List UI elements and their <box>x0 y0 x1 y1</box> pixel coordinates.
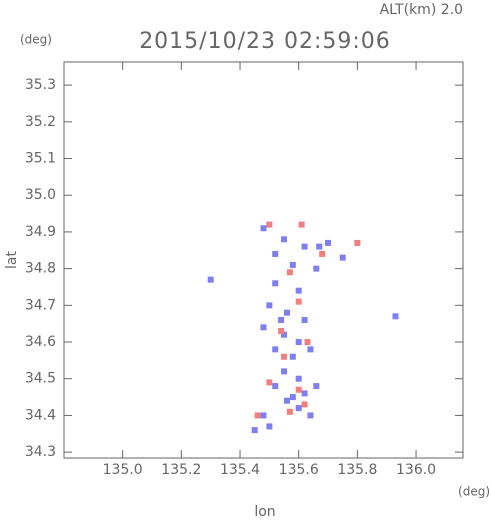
y-axis-label: lat <box>4 251 20 269</box>
echo-point <box>295 405 302 412</box>
echo-point <box>316 243 323 250</box>
echo-point <box>254 412 261 419</box>
echo-point <box>207 276 214 283</box>
echo-point <box>272 346 279 353</box>
y-tick-label: 35.2 <box>25 114 56 130</box>
plot-frame <box>63 61 464 459</box>
y-tick-label: 34.8 <box>25 261 56 277</box>
y-tick-label: 34.4 <box>25 407 56 423</box>
echo-point <box>295 298 302 305</box>
echo-point <box>266 221 273 228</box>
x-tick-label: 135.8 <box>337 462 377 478</box>
echo-point <box>289 394 296 401</box>
y-tick-label: 34.6 <box>25 334 56 350</box>
echo-point <box>289 261 296 268</box>
y-tick-label: 35.1 <box>25 151 56 167</box>
echo-point <box>339 254 346 261</box>
echo-point <box>266 423 273 430</box>
y-tick-label: 34.3 <box>25 444 56 460</box>
echo-point <box>295 339 302 346</box>
echo-point <box>266 379 273 386</box>
echo-point <box>354 239 361 246</box>
echo-point <box>260 225 267 232</box>
echo-point <box>301 401 308 408</box>
echo-point <box>272 383 279 390</box>
echo-point <box>301 390 308 397</box>
x-tick-label: 135.0 <box>103 462 143 478</box>
echo-point <box>307 412 314 419</box>
chart-title: 2015/10/23 02:59:06 <box>139 29 391 54</box>
echo-point <box>325 239 332 246</box>
x-axis-label: lon <box>254 504 275 520</box>
echo-point <box>260 412 267 419</box>
echo-point <box>260 324 267 331</box>
echo-point <box>266 302 273 309</box>
y-tick-label: 35.0 <box>25 187 56 203</box>
echo-point <box>272 250 279 257</box>
echo-point <box>307 346 314 353</box>
y-tick-label: 34.7 <box>25 297 56 313</box>
echo-point <box>304 339 311 346</box>
echo-point <box>313 383 320 390</box>
y-tick-label: 34.5 <box>25 371 56 387</box>
echo-point <box>298 221 305 228</box>
echo-point <box>301 243 308 250</box>
echo-point <box>281 331 288 338</box>
echo-point <box>392 313 399 320</box>
echo-point <box>289 353 296 360</box>
echo-point <box>313 265 320 272</box>
echo-point <box>319 250 326 257</box>
y-unit: (deg) <box>20 33 52 47</box>
echo-point <box>295 287 302 294</box>
echo-point <box>295 386 302 393</box>
echo-point <box>251 427 258 434</box>
echo-point <box>281 368 288 375</box>
x-unit: (deg) <box>458 485 490 499</box>
echo-point <box>295 375 302 382</box>
x-tick-label: 136.0 <box>396 462 436 478</box>
echo-point <box>283 397 290 404</box>
echo-point <box>281 236 288 243</box>
echo-point <box>281 353 288 360</box>
echo-point <box>286 269 293 276</box>
altitude-label: ALT(km) 2.0 <box>380 2 463 18</box>
echo-point <box>301 317 308 324</box>
echo-point <box>286 408 293 415</box>
echo-point <box>283 309 290 316</box>
y-tick-label: 35.3 <box>25 77 56 93</box>
y-tick-label: 34.9 <box>25 224 56 240</box>
x-tick-label: 135.4 <box>220 462 260 478</box>
echo-point <box>278 328 285 335</box>
x-tick-label: 135.6 <box>279 462 319 478</box>
echo-point <box>278 317 285 324</box>
x-tick-label: 135.2 <box>161 462 201 478</box>
echo-point <box>272 280 279 287</box>
